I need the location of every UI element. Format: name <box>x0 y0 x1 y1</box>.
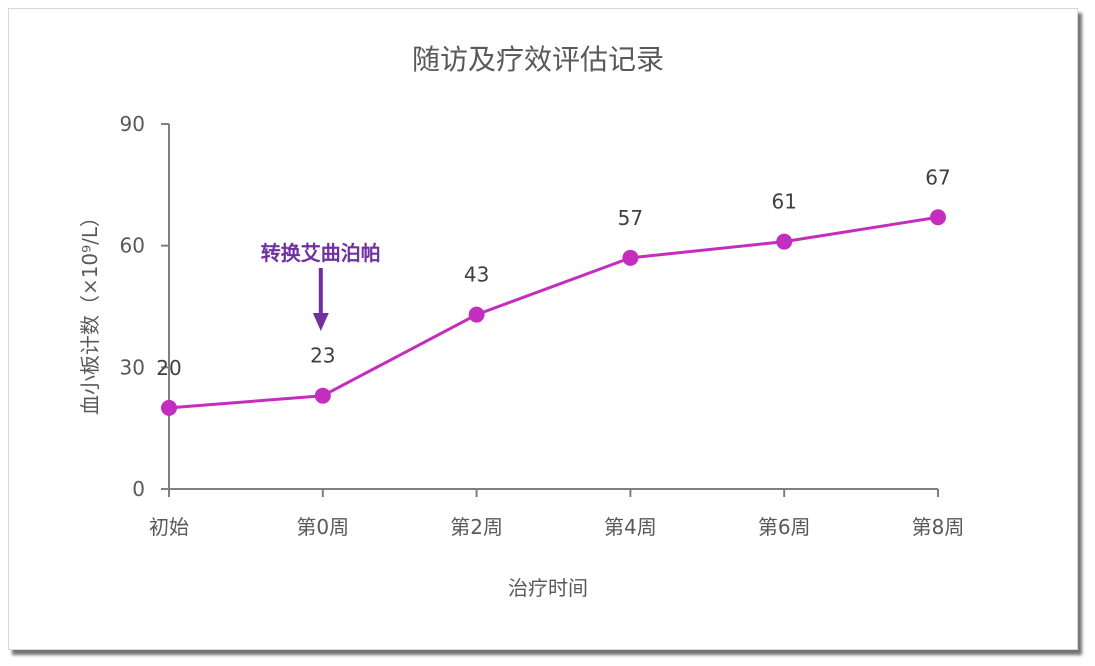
y-tick-label: 60 <box>120 234 145 258</box>
data-label: 23 <box>310 344 335 368</box>
x-axis-ticks: 初始 第0周 第2周 第4周 第6周 第8周 <box>149 489 964 539</box>
annotation-text: 转换艾曲泊帕 <box>261 241 381 265</box>
data-point <box>930 209 946 226</box>
chart-frame <box>8 8 1078 650</box>
data-point <box>468 306 485 323</box>
data-label: 67 <box>925 165 950 189</box>
x-tick-label: 初始 <box>149 515 189 539</box>
data-point <box>776 233 793 250</box>
data-point <box>314 387 331 404</box>
data-label: 43 <box>464 263 489 287</box>
y-axis-title: 血小板计数（×10⁹/L） <box>78 207 102 415</box>
x-tick-label: 第4周 <box>604 515 657 539</box>
data-label: 57 <box>618 206 643 230</box>
data-label: 61 <box>771 190 796 214</box>
data-point <box>161 399 177 416</box>
annotation-arrow-head <box>312 313 329 331</box>
annotation: 转换艾曲泊帕 <box>261 241 381 331</box>
data-point <box>622 249 639 266</box>
data-labels: 20 23 43 57 61 67 <box>156 165 950 380</box>
y-tick-label: 90 <box>120 112 145 136</box>
x-tick-label: 第2周 <box>450 515 503 539</box>
y-tick-label: 30 <box>120 355 145 379</box>
x-tick-label: 第8周 <box>912 515 965 539</box>
data-points <box>161 209 946 416</box>
data-label: 20 <box>156 356 181 380</box>
x-tick-label: 第0周 <box>296 515 349 539</box>
series-line <box>168 215 939 410</box>
chart-title: 随访及疗效评估记录 <box>412 43 664 76</box>
x-tick-label: 第6周 <box>758 515 811 539</box>
y-axis-ticks: 0 30 60 90 <box>120 112 169 501</box>
y-tick-label: 0 <box>132 477 145 501</box>
x-axis-title: 治疗时间 <box>508 576 588 600</box>
